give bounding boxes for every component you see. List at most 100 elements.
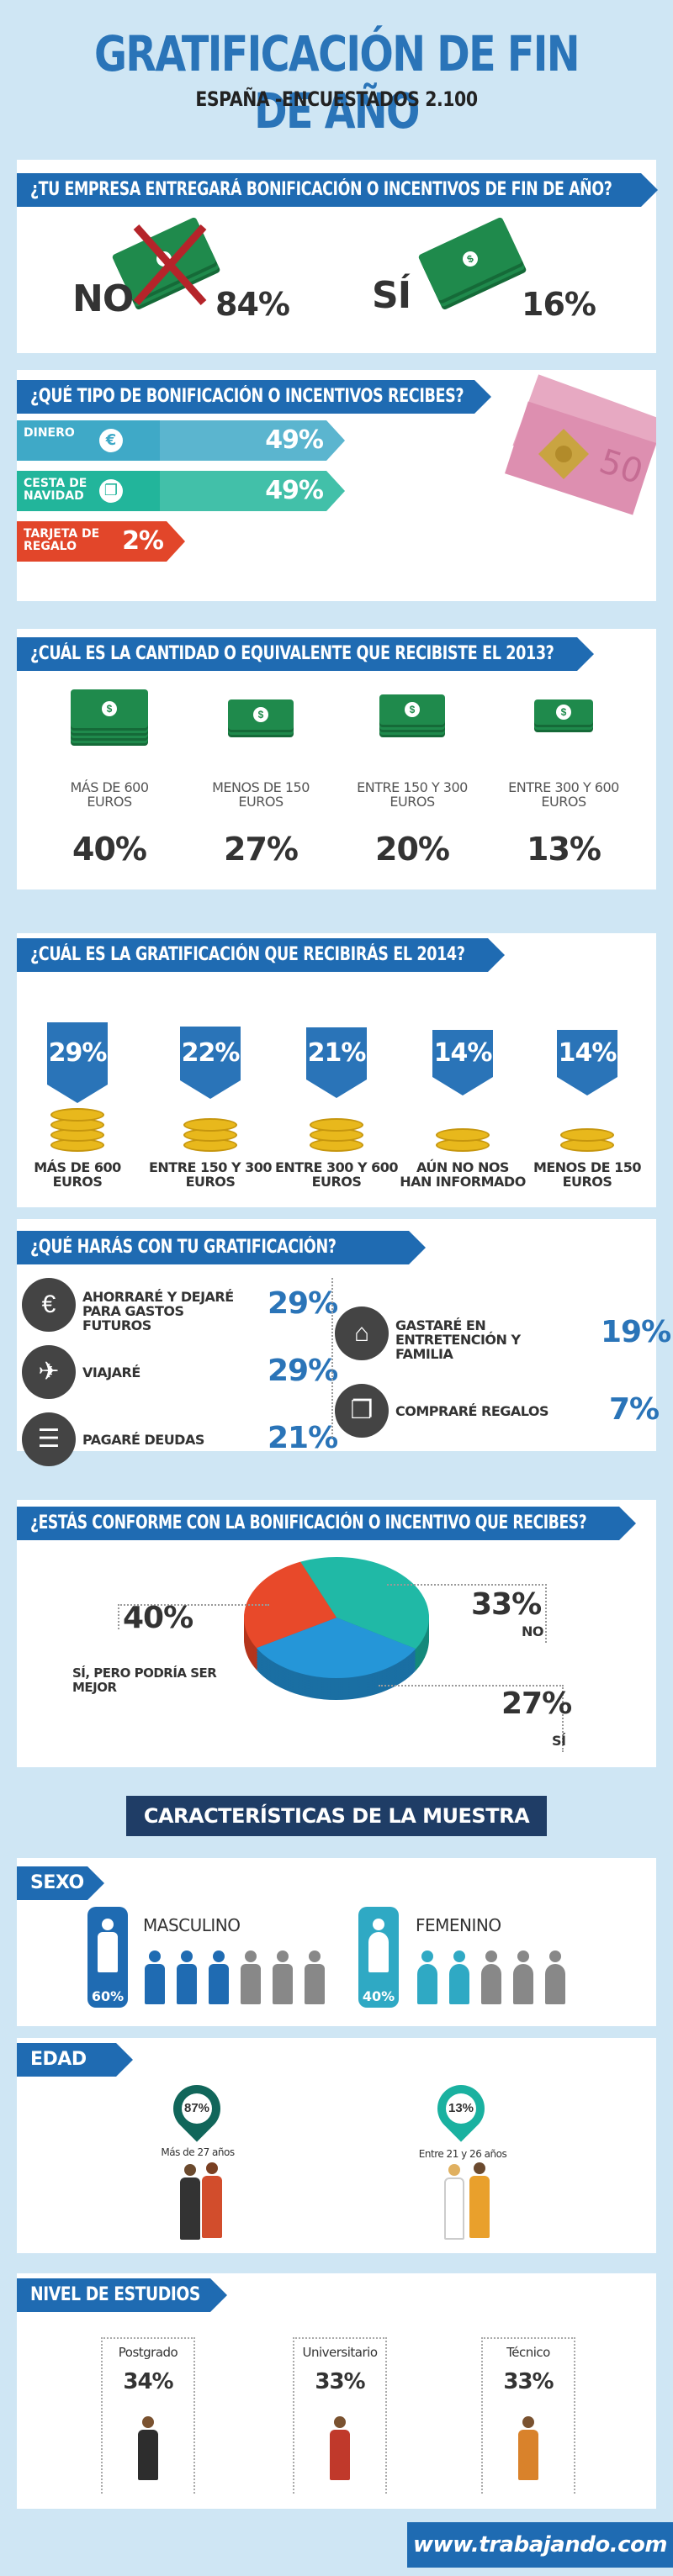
person-body (513, 1964, 533, 2004)
flag-0: 29% (47, 1022, 108, 1103)
plan-pct-r1: 7% (609, 1392, 660, 1427)
euro-notes-image: 50 (505, 374, 656, 515)
pie-chart (244, 1557, 429, 1700)
study-pct-0: 34% (123, 2369, 173, 2394)
study-box-1 (293, 2337, 387, 2494)
airplane-icon: ✈ (22, 1345, 76, 1399)
gift-icon: ❐ (335, 1384, 389, 1438)
male-person-icon (143, 1950, 167, 2004)
leader-c (379, 1685, 564, 1752)
sample-title: CARACTERÍSTICAS DE LA MUESTRA (143, 1804, 530, 1828)
male-person-icon (303, 1950, 326, 2004)
sexo-heading: SEXO (30, 1872, 84, 1893)
pie-label-c: SÍ (552, 1733, 566, 1749)
amount-pct-0: 40% (72, 831, 147, 868)
age-a-pct: 87% (182, 2093, 212, 2124)
age-b-person-1 (442, 2164, 466, 2240)
student-person-icon (517, 2416, 540, 2484)
sample-title-bar: CARACTERÍSTICAS DE LA MUESTRA (126, 1796, 547, 1836)
gratif-label-2: ENTRE 300 Y 600 EUROS (274, 1159, 399, 1190)
person-head (334, 2416, 346, 2428)
male-person-icon (175, 1950, 199, 2004)
amount-label-1: MENOS DE 150 EUROS (212, 779, 310, 810)
amount-label-3: ENTRE 300 Y 600 EUROS (508, 779, 619, 810)
person-body (417, 1964, 437, 2004)
person-body (273, 1964, 293, 2004)
person-body (545, 1964, 565, 2004)
person-body (145, 1964, 165, 2004)
type-bar-fill (160, 420, 345, 461)
type-label: DINERO (24, 426, 75, 440)
type-pct: 49% (265, 476, 323, 505)
study-label-2: Técnico (506, 2345, 550, 2360)
q1-question-bar: ¿TU EMPRESA ENTREGARÁ BONIFICACIÓN O INC… (17, 173, 658, 207)
q4-panel: ¿CUÁL ES LA GRATIFICACIÓN QUE RECIBIRÁS … (17, 933, 656, 1207)
amount-pct-2: 20% (375, 831, 450, 868)
gratif-label-1: ENTRE 150 Y 300 EUROS (148, 1159, 273, 1190)
flag-2: 21% (306, 1027, 367, 1098)
pie-label-a-pct: 40% (123, 1601, 193, 1635)
person-head (309, 1950, 321, 1962)
person-body (330, 2430, 350, 2480)
estudios-heading: NIVEL DE ESTUDIOS (30, 2284, 200, 2305)
page-subtitle: ESPAÑA -ENCUESTADOS 2.100 (195, 87, 478, 111)
estudios-panel: NIVEL DE ESTUDIOS Postgrado 34% Universita… (17, 2273, 656, 2509)
plan-pct-1: 29% (268, 1354, 338, 1388)
age-b-person-2 (468, 2162, 491, 2238)
plan-label-2: PAGARÉ DEUDAS (82, 1432, 204, 1448)
q3-question-bar: ¿CUÁL ES LA CANTIDAD O EQUIVALENTE QUE R… (17, 637, 594, 671)
q1-panel: ¿TU EMPRESA ENTREGARÁ BONIFICACIÓN O INC… (17, 160, 658, 353)
age-b-label: Entre 21 y 26 años (418, 2148, 507, 2160)
q4-question-bar: ¿CUÁL ES LA GRATIFICACIÓN QUE RECIBIRÁS … (17, 938, 505, 972)
person-head (149, 1950, 161, 1962)
type-label: CESTA DE NAVIDAD (24, 477, 87, 503)
student-person-icon (136, 2416, 160, 2484)
person-body (209, 1964, 229, 2004)
pie-label-a: SÍ, PERO PODRÍA SER MEJOR (72, 1665, 217, 1695)
plan-label-r0: GASTARÉ EN ENTRETENCIÓN Y FAMILIA (395, 1317, 521, 1362)
plan-pct-r0: 19% (601, 1315, 671, 1349)
person-body (241, 1964, 261, 2004)
footer-brand: www.trabajando.com (413, 2532, 667, 2558)
coin-icon (183, 1118, 237, 1132)
gift-icon: ❐ (99, 479, 123, 503)
study-pct-1: 33% (315, 2369, 365, 2394)
person-body (481, 1964, 501, 2004)
cross-icon (133, 224, 207, 305)
q2-panel: ¿QUÉ TIPO DE BONIFICACIÓN O INCENTIVOS R… (17, 370, 656, 601)
pie-slice-2 (244, 1561, 336, 1649)
edad-heading: EDAD (30, 2049, 87, 2070)
student-person-icon (328, 2416, 352, 2484)
euro-icon: € (99, 429, 123, 452)
no-label: NO (72, 277, 134, 320)
male-person-icon (271, 1950, 294, 2004)
person-head (213, 1950, 225, 1962)
person-body (177, 1964, 197, 2004)
type-label: TARJETA DE REGALO (24, 527, 100, 553)
q4-question: ¿CUÁL ES LA GRATIFICACIÓN QUE RECIBIRÁS … (30, 944, 465, 965)
bill-icon: ☰ (22, 1412, 76, 1466)
type-bar-fill (160, 471, 345, 511)
cash-stack-icon (228, 699, 294, 730)
study-label-0: Postgrado (118, 2345, 178, 2360)
no-pct: 84% (215, 286, 290, 323)
leader-b (387, 1584, 547, 1643)
person-head (549, 1950, 561, 1962)
page-title: GRATIFICACIÓN DE FIN DE AÑO (94, 25, 580, 140)
male-person-icon (207, 1950, 231, 2004)
estudios-heading-bar: NIVEL DE ESTUDIOS (17, 2278, 227, 2312)
study-label-1: Universitario (302, 2345, 379, 2360)
person-head (485, 1950, 497, 1962)
q2-question: ¿QUÉ TIPO DE BONIFICACIÓN O INCENTIVOS R… (30, 386, 464, 407)
study-box-2 (481, 2337, 575, 2494)
q6-question: ¿ESTÁS CONFORME CON LA BONIFICACIÓN O IN… (30, 1512, 587, 1533)
sexo-heading-bar: SEXO (17, 1866, 104, 1900)
plan-label-r1: COMPRARÉ REGALOS (395, 1403, 549, 1419)
person-head (181, 1950, 193, 1962)
q6-panel: ¿ESTÁS CONFORME CON LA BONIFICACIÓN O IN… (17, 1500, 656, 1767)
person-head (421, 1950, 433, 1962)
header: GRATIFICACIÓN DE FIN DE AÑO ESPAÑA -ENCU… (0, 0, 673, 140)
person-body (305, 1964, 325, 2004)
study-box-0 (101, 2337, 195, 2494)
cash-stack-icon (71, 689, 148, 728)
